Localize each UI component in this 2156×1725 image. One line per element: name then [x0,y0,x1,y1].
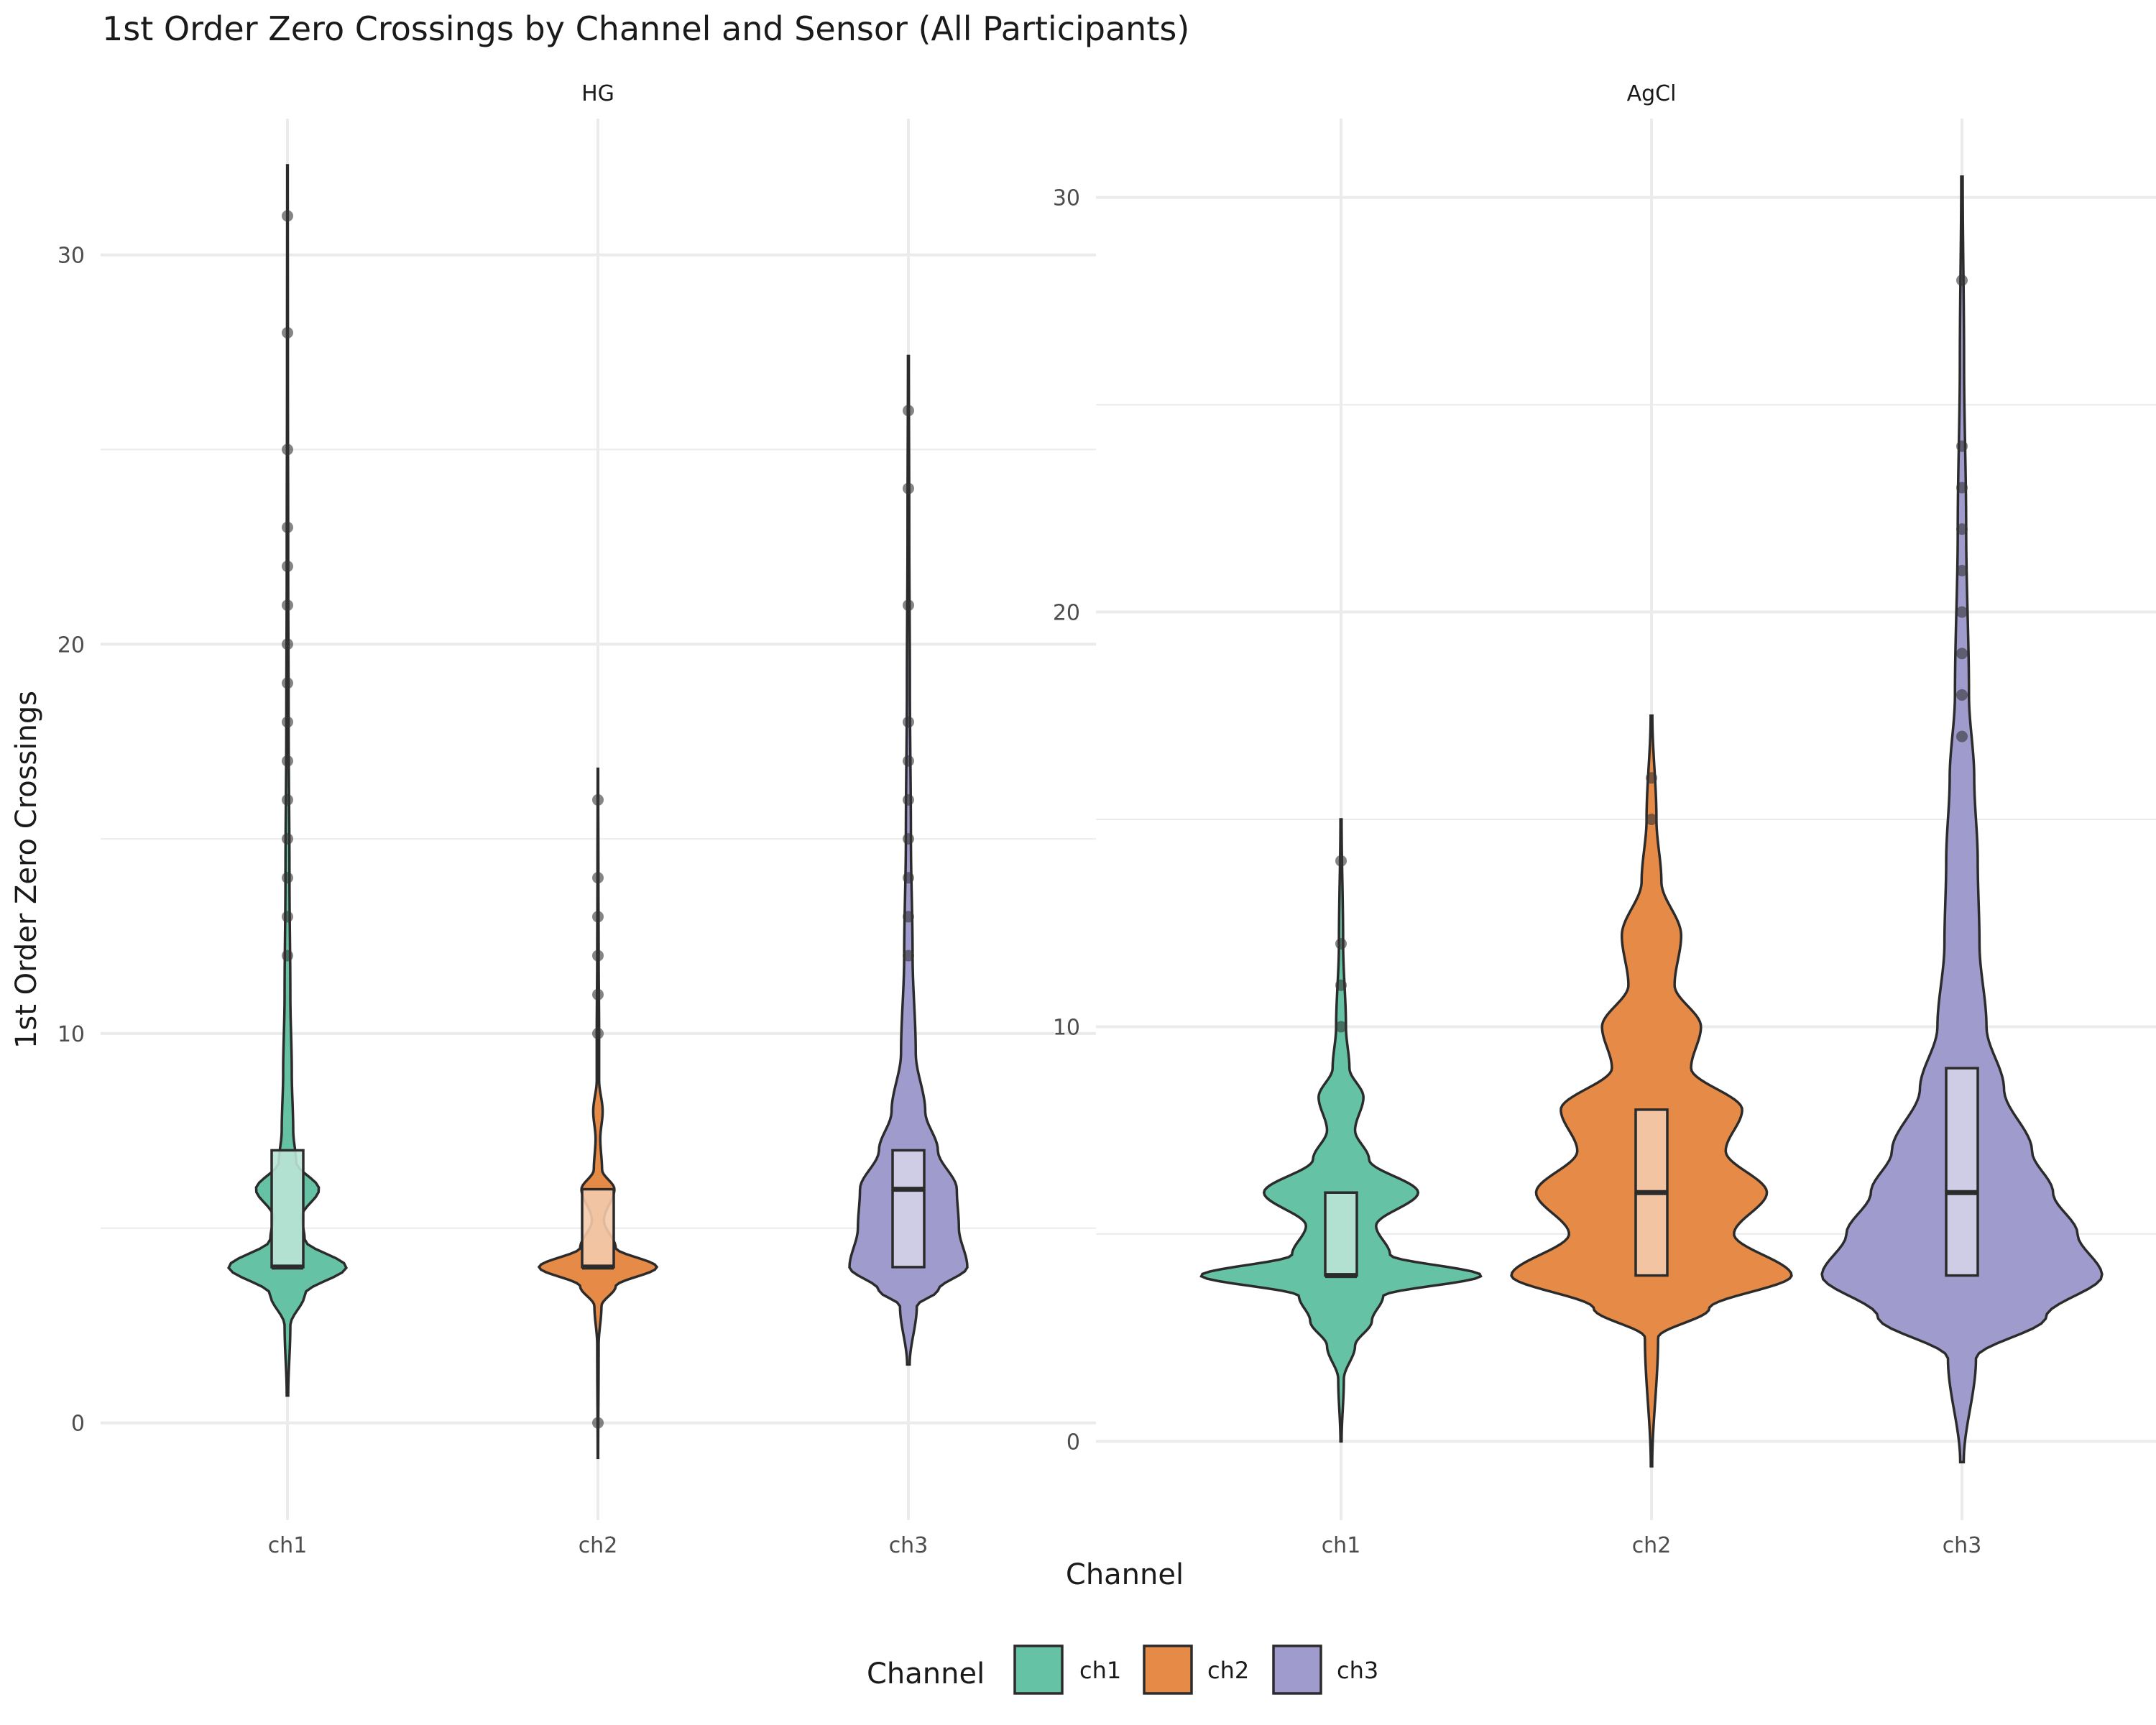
violin-ch3 [1820,175,2104,1463]
outlier-point [282,638,293,650]
outlier-point [282,560,293,572]
outlier-point [282,677,293,689]
y-tick-label: 30 [1053,186,1080,211]
violin-ch1 [1199,818,1483,1443]
panel-agcl: AgCl 0 10 20 30 ch1 ch2 ch3 [1053,81,2156,1558]
legend-key-ch1 [1013,1644,1064,1695]
outlier-point [1956,648,1968,660]
y-tick-label: 30 [57,244,85,269]
outlier-point [282,443,293,456]
y-tick-label: 10 [1053,1015,1080,1040]
outlier-point [282,949,293,962]
outlier-point [282,755,293,767]
y-tick-label: 0 [71,1412,85,1437]
panel-hg: HG 0 10 20 30 ch1 ch2 ch3 [57,81,1096,1558]
legend: Channel ch1 ch2 ch3 [867,1644,1378,1695]
outlier-point [282,210,293,222]
panel-strip-label: AgCl [1627,81,1677,106]
outlier-point [1956,730,1968,742]
legend-label-ch2: ch2 [1207,1657,1249,1684]
outlier-point [1335,1021,1347,1033]
outlier-point [903,949,914,962]
outlier-point [592,1417,604,1429]
box-ch2 [581,1187,615,1269]
legend-key-ch2 [1143,1644,1193,1695]
legend-label-ch1: ch1 [1079,1657,1121,1684]
outlier-point [1956,606,1968,618]
outlier-point [903,599,914,612]
violin-ch3 [848,354,969,1366]
violin-ch1 [227,164,348,1397]
outlier-point [282,833,293,845]
violin-ch2 [1510,714,1793,1468]
box-ch1 [1324,1191,1358,1277]
legend-label-ch3: ch3 [1337,1657,1378,1684]
legend-title: Channel [867,1657,985,1690]
series-ch1 [227,164,348,1397]
x-tick-label: ch2 [579,1533,618,1558]
outlier-point [1956,275,1968,286]
series-ch2 [537,767,659,1460]
x-axis-title: Channel [1066,1558,1184,1591]
outlier-point [592,872,604,884]
series-ch1 [1199,818,1483,1443]
outlier-point [282,521,293,533]
x-tick-label: ch3 [889,1533,929,1558]
outlier-point [1335,855,1347,867]
outlier-point [282,326,293,339]
outlier-point [592,949,604,962]
y-axis-title: 1st Order Zero Crossings [10,691,43,1049]
outlier-point [592,794,604,806]
outlier-point [282,794,293,806]
series-ch3 [848,354,969,1366]
panel-strip-label: HG [581,81,614,106]
outlier-point [903,482,914,494]
outlier-point [903,405,914,417]
outlier-point [903,833,914,845]
y-tick-label: 20 [57,632,85,658]
outlier-point [1646,772,1657,784]
chart-title: 1st Order Zero Crossings by Channel and … [102,9,1189,48]
outlier-point [1335,979,1347,991]
outlier-point [903,794,914,806]
x-tick-label: ch2 [1632,1533,1672,1558]
outlier-point [903,872,914,884]
outlier-point [282,716,293,728]
outlier-point [592,911,604,923]
series-ch3 [1820,175,2104,1463]
series-ch2 [1510,714,1793,1468]
outlier-point [1956,482,1968,494]
x-tick-label: ch1 [268,1533,308,1558]
y-tick-label: 10 [57,1022,85,1047]
y-tick-label: 0 [1067,1430,1080,1455]
outlier-point [903,911,914,923]
box-ch1 [270,1149,305,1269]
outlier-point [1646,814,1657,825]
y-tick-label: 20 [1053,601,1080,626]
outlier-point [1956,440,1968,452]
outlier-point [282,599,293,612]
x-tick-label: ch1 [1322,1533,1361,1558]
outlier-point [1956,689,1968,701]
legend-key-ch3 [1272,1644,1322,1695]
outlier-point [903,716,914,728]
outlier-point [592,988,604,1000]
outlier-point [903,755,914,767]
box-ch3 [1945,1067,1979,1277]
outlier-point [1335,938,1347,950]
box-ch3 [891,1149,926,1269]
outlier-point [282,872,293,884]
x-tick-label: ch3 [1943,1533,1982,1558]
outlier-point [1956,523,1968,535]
outlier-point [592,1027,604,1039]
outlier-point [282,911,293,923]
outlier-point [1956,564,1968,576]
